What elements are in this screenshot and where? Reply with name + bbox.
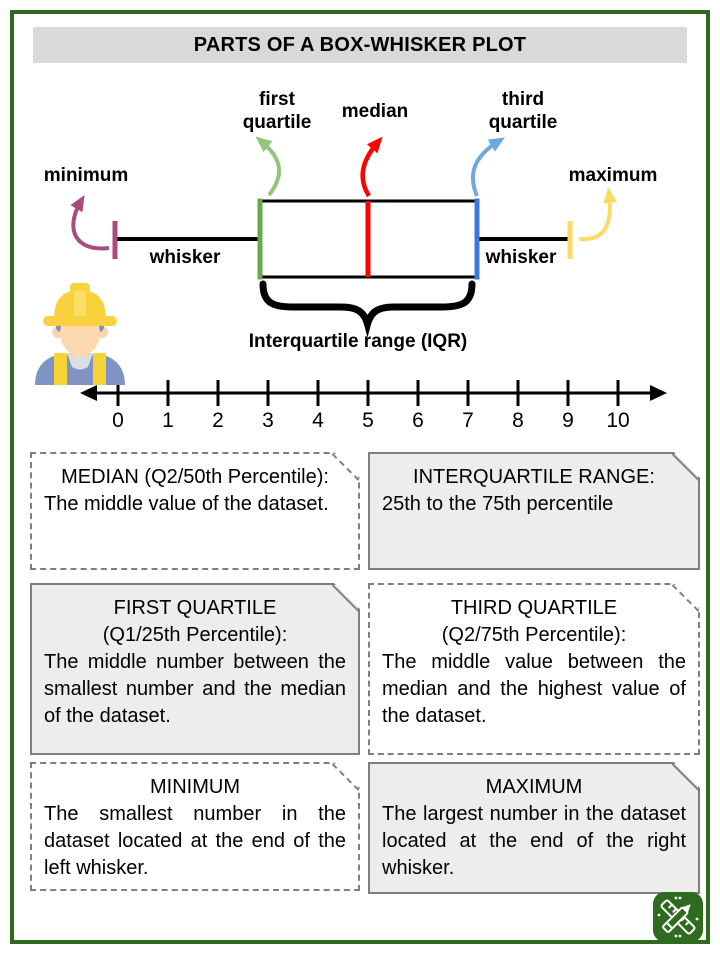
iqr-caption: Interquartile range (IQR): [248, 331, 468, 352]
card-q3-heading: THIRD QUARTILE: [450, 597, 618, 619]
card-iqr-heading: INTERQUARTILE RANGE:: [413, 466, 655, 488]
tick-label: 10: [606, 409, 630, 432]
tick-label: 0: [112, 409, 124, 432]
pencil-ruler-logo-icon: [653, 892, 703, 942]
maximum-label: maximum: [568, 165, 658, 186]
card-first-quartile: FIRST QUARTILE (Q1/25th Percentile): The…: [30, 583, 360, 755]
card-max-body: The largest number in the dataset locate…: [382, 803, 686, 879]
page-title: PARTS OF A BOX-WHISKER PLOT: [193, 33, 527, 56]
tick-label: 2: [212, 409, 224, 432]
tick-label: 8: [512, 409, 524, 432]
worker-icon: [35, 283, 125, 385]
third-quartile-label: third quartile: [488, 89, 558, 133]
whisker-right-label: whisker: [485, 247, 557, 268]
number-line-left-arrowhead: [80, 385, 97, 401]
title-bar: PARTS OF A BOX-WHISKER PLOT: [33, 27, 687, 63]
card-min-body: The smallest number in the dataset locat…: [44, 803, 346, 879]
tick-label: 5: [362, 409, 374, 432]
boxplot-diagram: [35, 136, 667, 406]
card-q3-subheading: (Q2/75th Percentile):: [441, 624, 627, 646]
third-quartile-arrow: [470, 137, 505, 197]
number-line-ticks: 0 1 2 3 4 5 6 7 8 9 10: [93, 409, 643, 433]
tick-label: 7: [462, 409, 474, 432]
card-max-heading: MAXIMUM: [485, 776, 583, 798]
card-median: MEDIAN (Q2/50th Percentile): The middle …: [30, 452, 360, 570]
card-third-quartile: THIRD QUARTILE (Q2/75th Percentile): The…: [368, 583, 700, 755]
median-label: median: [341, 101, 409, 122]
minimum-arrow: [70, 194, 110, 251]
card-q1-body: The middle number between the smallest n…: [44, 651, 346, 727]
card-iqr-body: 25th to the 75th percentile: [382, 493, 614, 515]
first-quartile-arrow: [255, 136, 282, 197]
card-maximum: MAXIMUM The largest number in the datase…: [368, 762, 700, 894]
maximum-arrow: [578, 187, 618, 242]
iqr-brace: [259, 280, 476, 338]
number-line-tick-marks: [116, 380, 620, 406]
whisker-left-label: whisker: [149, 247, 221, 268]
card-median-body: The middle value of the dataset.: [44, 493, 329, 515]
tick-label: 6: [412, 409, 424, 432]
number-line-right-arrowhead: [650, 385, 667, 401]
tick-label: 4: [312, 409, 324, 432]
first-quartile-label: first quartile: [242, 89, 312, 133]
card-minimum: MINIMUM The smallest number in the datas…: [30, 762, 360, 891]
minimum-label: minimum: [43, 165, 129, 186]
card-median-heading: MEDIAN (Q2/50th Percentile):: [61, 466, 329, 488]
card-q3-body: The middle value between the median and …: [382, 651, 686, 727]
median-arrow: [360, 136, 383, 198]
tick-label: 1: [162, 409, 174, 432]
card-min-heading: MINIMUM: [150, 776, 240, 798]
card-interquartile-range: INTERQUARTILE RANGE: 25th to the 75th pe…: [368, 452, 700, 570]
card-q1-heading: FIRST QUARTILE: [113, 597, 277, 619]
tick-label: 3: [262, 409, 274, 432]
tick-label: 9: [562, 409, 574, 432]
card-q1-subheading: (Q1/25th Percentile):: [102, 624, 288, 646]
